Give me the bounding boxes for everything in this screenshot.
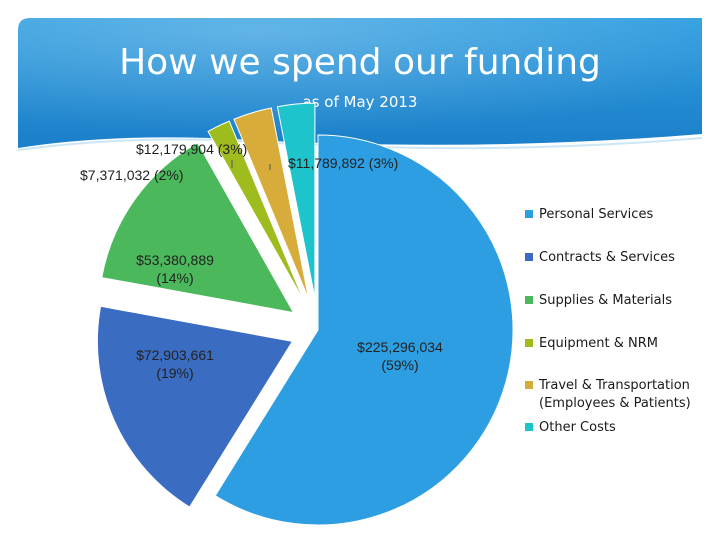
data-label-personal-services: $225,296,034 (59%) [357,339,443,373]
legend-label: Supplies & Materials [539,293,672,308]
legend-swatch [525,423,533,431]
data-label-equipment-nrm: $7,371,032 (2%) [80,167,184,183]
legend-label: Equipment & NRM [539,336,658,351]
legend-swatch [525,296,533,304]
pie-slice-supplies-materials [101,142,295,314]
data-label-supplies-materials: $53,380,889 (14%) [136,252,214,286]
legend-label: Personal Services [539,207,654,222]
pie-slice-other-costs [276,102,316,299]
legend-label: Contracts & Services [539,250,675,265]
pie-slice-contracts-services [96,305,294,508]
slide-subtitle: as of May 2013 [302,93,418,111]
legend-label: Travel & Transportation (Employees & Pat… [539,378,691,411]
pie-slice-personal-services [214,134,514,526]
data-label-contracts-services: $72,903,661 (19%) [136,347,214,381]
legend-swatch [525,253,533,261]
pie-slice-travel-transportation-employees-patients [233,107,310,300]
slide-title: How we spend our funding [119,42,601,83]
data-label-other-costs: $11,789,892 (3%) [288,155,398,171]
legend-swatch [525,381,533,389]
data-label-travel-transportation-employees-patients: $12,179,904 (3%) [136,141,247,157]
legend-swatch [525,339,533,347]
legend-swatch [525,210,533,218]
legend-label: Other Costs [539,420,616,435]
